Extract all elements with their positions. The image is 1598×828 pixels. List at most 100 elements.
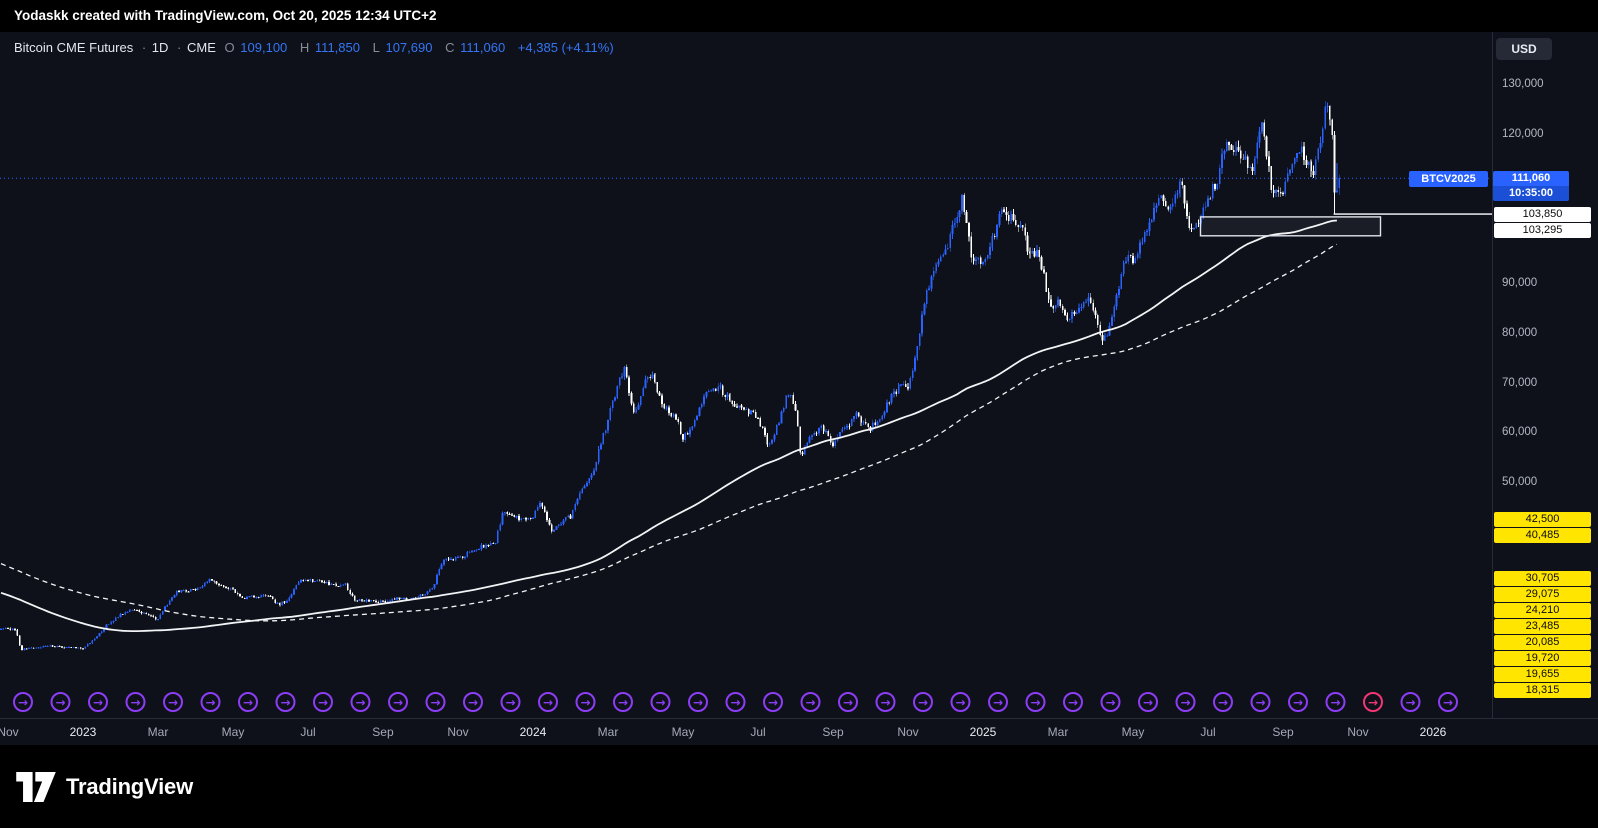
high-key: H xyxy=(299,40,310,55)
svg-text:→: → xyxy=(55,696,65,710)
event-icon[interactable]: → xyxy=(988,692,1008,712)
exchange-label: CME xyxy=(187,40,216,55)
contract-ticker-label: BTCV2025 xyxy=(1409,171,1488,187)
event-icon[interactable]: → xyxy=(463,692,483,712)
event-icon[interactable]: → xyxy=(88,692,108,712)
event-icon[interactable]: → xyxy=(1363,692,1383,712)
time-axis-year-label: 2023 xyxy=(69,725,97,739)
bar-close-countdown: 10:35:00 xyxy=(1493,186,1569,201)
event-icon[interactable]: → xyxy=(1213,692,1233,712)
svg-text:→: → xyxy=(655,696,665,710)
event-icon[interactable]: → xyxy=(50,692,71,712)
alert-price-badge: 42,500 xyxy=(1494,511,1591,527)
tradingview-brand-text[interactable]: TradingView xyxy=(66,773,193,799)
svg-text:→: → xyxy=(1293,696,1303,710)
time-axis-year-label: 2024 xyxy=(519,725,547,739)
event-icon[interactable]: → xyxy=(763,692,783,712)
event-icon[interactable]: → xyxy=(1175,692,1196,712)
timeframe-label[interactable]: 1D xyxy=(151,40,169,55)
alert-price-badge: 40,485 xyxy=(1494,527,1591,543)
svg-text:→: → xyxy=(1443,696,1453,710)
event-icon[interactable]: → xyxy=(238,692,258,712)
event-icon[interactable]: → xyxy=(913,692,933,712)
svg-text:→: → xyxy=(318,696,328,710)
currency-button[interactable]: USD xyxy=(1496,38,1552,60)
drawing-price-badge: 103,850 xyxy=(1494,206,1591,222)
event-icon[interactable]: → xyxy=(350,692,371,712)
price-axis-label: 90,000 xyxy=(1502,277,1538,289)
event-icon[interactable]: → xyxy=(163,692,183,712)
event-icon[interactable]: → xyxy=(538,692,558,712)
svg-text:→: → xyxy=(130,696,140,710)
event-icon[interactable]: → xyxy=(1400,692,1421,712)
event-icon[interactable]: → xyxy=(1325,692,1346,712)
event-icon[interactable]: → xyxy=(200,692,221,712)
attribution-text: Yodaskk created with TradingView.com, Oc… xyxy=(14,8,437,23)
attribution-bar: Yodaskk created with TradingView.com, Oc… xyxy=(0,0,1598,32)
event-icon[interactable]: → xyxy=(1138,692,1158,712)
svg-text:→: → xyxy=(1218,696,1228,710)
time-axis-month-label: Nov xyxy=(447,725,469,739)
alert-price-badge: 30,705 xyxy=(1494,570,1591,586)
event-icon[interactable]: → xyxy=(650,692,671,712)
time-axis-month-label: Jul xyxy=(300,725,316,739)
svg-text:→: → xyxy=(1030,696,1040,710)
event-icon[interactable]: → xyxy=(275,692,296,712)
price-axis-label: 130,000 xyxy=(1502,78,1544,90)
event-icon[interactable]: → xyxy=(613,692,633,712)
event-icon[interactable]: → xyxy=(313,692,333,712)
candle-bodies xyxy=(0,105,1341,650)
event-icon[interactable]: → xyxy=(1288,692,1308,712)
svg-text:→: → xyxy=(1255,696,1265,710)
event-icon[interactable]: → xyxy=(1100,692,1121,712)
svg-text:→: → xyxy=(1180,696,1190,710)
svg-text:→: → xyxy=(543,696,553,710)
event-icon[interactable]: → xyxy=(425,692,446,712)
svg-text:→: → xyxy=(1330,696,1340,710)
event-icon[interactable]: → xyxy=(575,692,596,712)
time-axis[interactable]: Nov 2023 Mar May Jul Sep Nov 2024 Mar May Jul Sep No… xyxy=(0,718,1598,745)
time-axis-month-label: Sep xyxy=(822,725,844,739)
event-icon[interactable]: → xyxy=(1250,692,1271,712)
time-axis-year-label: 2026 xyxy=(1419,725,1447,739)
svg-text:→: → xyxy=(505,696,515,710)
drawing-price-badge: 103,295 xyxy=(1494,222,1591,238)
svg-text:→: → xyxy=(430,696,440,710)
candlestick-chart[interactable]: → → → → → → → → → → → → → → → → → → → → → → → → → → → → → → → → → → → → → → → xyxy=(0,32,1492,718)
event-icon[interactable]: → xyxy=(1438,692,1458,712)
event-icon[interactable]: → xyxy=(1025,692,1046,712)
change-value: +4,385 (+4.11%) xyxy=(517,40,614,55)
close-key: C xyxy=(445,40,455,55)
event-icon[interactable]: → xyxy=(875,692,896,712)
low-key: L xyxy=(372,40,380,55)
moving-average-solid xyxy=(0,219,1337,632)
tradingview-logo-icon[interactable] xyxy=(16,771,56,802)
price-axis-label: 50,000 xyxy=(1502,476,1538,488)
svg-text:→: → xyxy=(993,696,1003,710)
svg-text:→: → xyxy=(918,696,928,710)
event-icon[interactable]: → xyxy=(1063,692,1083,712)
event-icon[interactable]: → xyxy=(800,692,821,712)
event-icon[interactable]: → xyxy=(725,692,746,712)
event-icon[interactable]: → xyxy=(838,692,858,712)
alert-price-badge: 19,655 xyxy=(1494,666,1591,682)
event-icon[interactable]: → xyxy=(950,692,971,712)
open-value: 109,100 xyxy=(240,40,288,55)
symbol-title[interactable]: Bitcoin CME Futures xyxy=(14,40,134,55)
svg-text:→: → xyxy=(1068,696,1078,710)
event-icon[interactable]: → xyxy=(388,692,408,712)
time-axis-month-label: Sep xyxy=(1272,725,1294,739)
time-axis-month-label: Jul xyxy=(750,725,766,739)
svg-text:→: → xyxy=(468,696,478,710)
price-axis-label: 80,000 xyxy=(1502,326,1538,339)
event-icon[interactable]: → xyxy=(125,692,146,712)
price-axis-label: 70,000 xyxy=(1502,376,1538,389)
event-icon[interactable]: → xyxy=(688,692,708,712)
event-icon[interactable]: → xyxy=(500,692,521,712)
low-value: 107,690 xyxy=(385,40,433,55)
alert-price-badge: 19,720 xyxy=(1494,650,1591,666)
price-axis[interactable]: USD 130,000 120,000 90,000 80,000 70,000 60,0… xyxy=(1492,32,1598,718)
event-icon[interactable]: → xyxy=(13,692,33,712)
svg-text:→: → xyxy=(1405,696,1415,710)
svg-text:→: → xyxy=(618,696,628,710)
